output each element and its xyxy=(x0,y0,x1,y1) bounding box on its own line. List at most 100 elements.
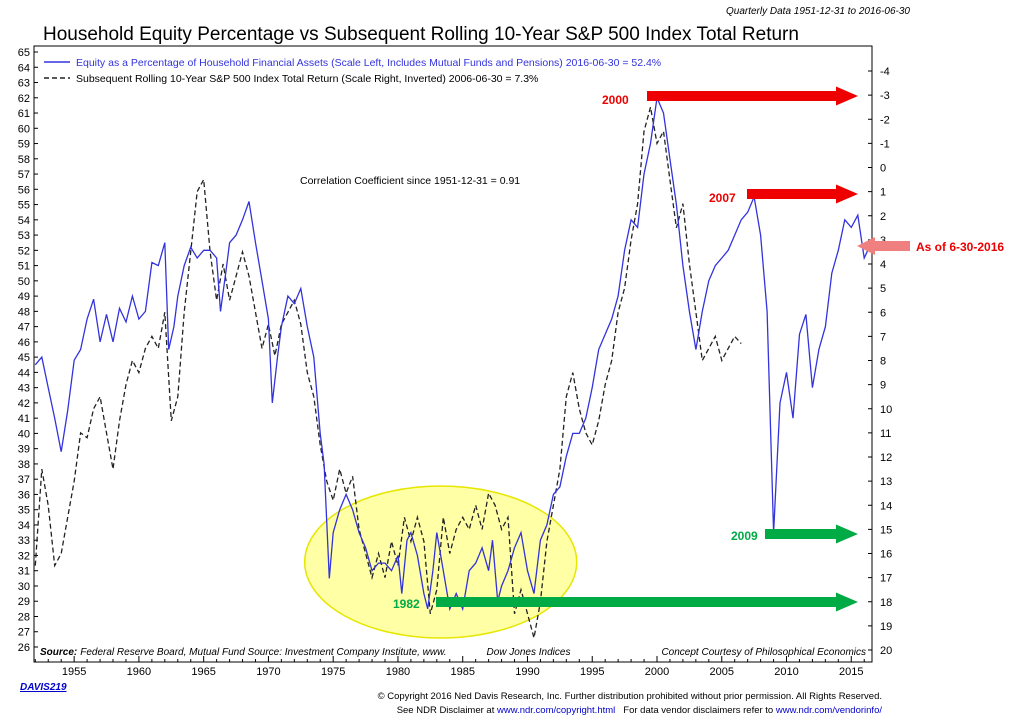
chart-title: Household Equity Percentage vs Subsequen… xyxy=(43,24,799,45)
left-tick-label: 40 xyxy=(18,428,30,440)
left-tick-label: 59 xyxy=(18,139,30,151)
arrow-2007 xyxy=(747,184,858,204)
vendor-link[interactable]: www.ndr.com/vendorinfo/ xyxy=(775,705,882,716)
left-tick-label: 46 xyxy=(18,337,30,349)
left-tick-label: 31 xyxy=(18,566,30,578)
left-tick-label: 30 xyxy=(18,581,30,593)
x-tick-label: 2010 xyxy=(774,666,798,678)
x-tick-label: 1980 xyxy=(386,666,410,678)
right-tick-label: 15 xyxy=(880,524,892,536)
x-tick-label: 2000 xyxy=(645,666,669,678)
equity-series-line xyxy=(34,95,872,612)
left-tick-label: 32 xyxy=(18,550,30,562)
copyright-note: © Copyright 2016 Ned Davis Research, Inc… xyxy=(378,691,882,702)
right-tick-label: 1 xyxy=(880,187,886,199)
label-2000: 2000 xyxy=(602,93,629,107)
arrow-current xyxy=(857,237,910,255)
left-tick-label: 26 xyxy=(18,642,30,654)
right-tick-label: -1 xyxy=(880,138,890,150)
right-tick-label: 14 xyxy=(880,500,892,512)
right-tick-label: 4 xyxy=(880,259,886,271)
correlation-note: Correlation Coefficient since 1951-12-31… xyxy=(300,175,520,187)
left-tick-label: 63 xyxy=(18,78,30,90)
left-tick-label: 60 xyxy=(18,123,30,135)
left-tick-label: 35 xyxy=(18,505,30,517)
left-tick-label: 33 xyxy=(18,535,30,547)
legend: Equity as a Percentage of Household Fina… xyxy=(44,57,661,85)
left-tick-label: 54 xyxy=(18,215,30,227)
label-2007: 2007 xyxy=(709,191,736,205)
right-tick-label: 11 xyxy=(880,428,891,440)
label-1982: 1982 xyxy=(393,597,420,611)
left-tick-label: 47 xyxy=(18,322,30,334)
right-tick-label: 9 xyxy=(880,380,886,392)
left-tick-label: 48 xyxy=(18,306,30,318)
x-tick-label: 1985 xyxy=(450,666,474,678)
left-tick-label: 53 xyxy=(18,230,30,242)
left-tick-label: 50 xyxy=(18,276,30,288)
right-tick-label: 8 xyxy=(880,356,886,368)
x-tick-label: 2005 xyxy=(710,666,734,678)
x-tick-label: 2015 xyxy=(839,666,863,678)
concept-note: Concept Courtesy of Philosophical Econom… xyxy=(661,647,866,658)
left-tick-label: 43 xyxy=(18,383,30,395)
left-axis: 26 27 28 29 30 31 32 33 34 35 36 37 38 39 40 41 42 43 44 45… xyxy=(18,47,38,654)
left-tick-label: 62 xyxy=(18,93,30,105)
x-tick-label: 1975 xyxy=(321,666,345,678)
right-tick-label: 0 xyxy=(880,163,886,175)
left-tick-label: 64 xyxy=(18,62,30,74)
x-tick-label: 1960 xyxy=(127,666,151,678)
right-tick-label: 18 xyxy=(880,597,892,609)
label-2009: 2009 xyxy=(731,529,758,543)
left-tick-label: 65 xyxy=(18,47,30,59)
legend-equity-label: Equity as a Percentage of Household Fina… xyxy=(76,57,661,69)
left-tick-label: 42 xyxy=(18,398,30,410)
arrow-2009 xyxy=(765,524,858,544)
plot-frame xyxy=(33,45,873,663)
left-tick-label: 39 xyxy=(18,444,30,456)
source-note: Source: Federal Reserve Board, Mutual Fun… xyxy=(40,647,570,658)
right-tick-label: 16 xyxy=(880,549,892,561)
left-tick-label: 41 xyxy=(18,413,30,425)
right-tick-label: 17 xyxy=(880,573,892,585)
frequency-note: Quarterly Data 1951-12-31 to 2016-06-30 xyxy=(726,6,910,17)
right-tick-label: 5 xyxy=(880,283,886,295)
annotation-arrows xyxy=(436,86,910,612)
left-tick-label: 28 xyxy=(18,611,30,623)
right-tick-label: 10 xyxy=(880,404,892,416)
left-tick-label: 44 xyxy=(18,367,30,379)
right-tick-label: 19 xyxy=(880,621,892,633)
chart-code-link[interactable]: DAVIS219 xyxy=(20,682,67,693)
arrow-2000 xyxy=(647,86,858,106)
highlight-ellipse xyxy=(303,485,578,639)
left-tick-label: 51 xyxy=(18,261,30,273)
right-tick-label: 12 xyxy=(880,452,892,464)
x-tick-label: 1955 xyxy=(62,666,86,678)
arrow-1982 xyxy=(436,592,858,612)
legend-return-label: Subsequent Rolling 10-Year S&P 500 Index… xyxy=(76,73,538,85)
label-as-of-date: As of 6-30-2016 xyxy=(916,240,1004,254)
right-tick-label: 2 xyxy=(880,211,886,223)
x-tick-label: 1995 xyxy=(580,666,604,678)
left-tick-label: 29 xyxy=(18,596,30,608)
left-tick-label: 38 xyxy=(18,459,30,471)
left-tick-label: 58 xyxy=(18,154,30,166)
right-tick-label: 3 xyxy=(880,235,886,247)
disclaimer-link[interactable]: www.ndr.com/copyright.html xyxy=(496,705,615,716)
right-tick-label: -2 xyxy=(880,114,890,126)
left-tick-label: 36 xyxy=(18,489,30,501)
disclaimer-note: See NDR Disclaimer at www.ndr.com/copyri… xyxy=(397,705,883,716)
x-tick-label: 1990 xyxy=(515,666,539,678)
right-tick-label: 6 xyxy=(880,307,886,319)
left-tick-label: 52 xyxy=(18,245,30,257)
left-tick-label: 56 xyxy=(18,184,30,196)
left-tick-label: 55 xyxy=(18,200,30,212)
left-tick-label: 34 xyxy=(18,520,30,532)
left-tick-label: 61 xyxy=(18,108,30,120)
left-tick-label: 27 xyxy=(18,627,30,639)
return-series-line xyxy=(34,107,742,639)
left-tick-label: 37 xyxy=(18,474,30,486)
right-tick-label: 13 xyxy=(880,476,892,488)
